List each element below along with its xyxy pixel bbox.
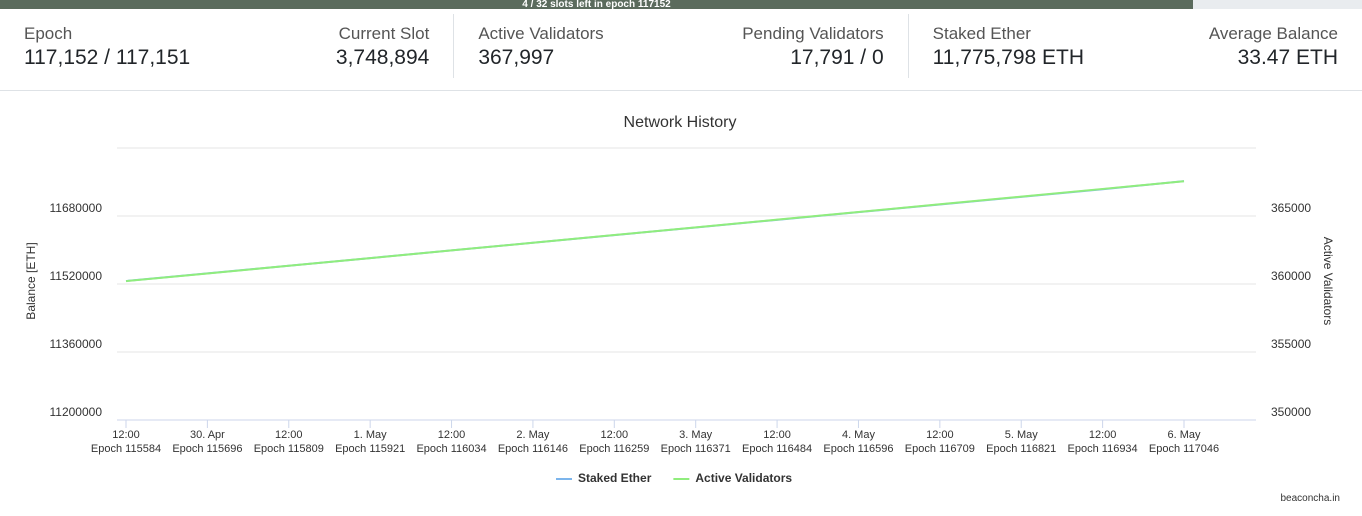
y2-tick-label: 360000 — [1271, 269, 1311, 283]
stat-value: 17,791 / 0 — [790, 46, 884, 69]
y2-axis-title: Active Validators — [1321, 237, 1335, 325]
x-tick-epoch: Epoch 115696 — [172, 443, 242, 455]
y-tick-label: 11360000 — [50, 337, 103, 351]
x-tick-epoch: Epoch 116371 — [661, 443, 731, 455]
x-tick-epoch: Epoch 116034 — [416, 443, 486, 455]
x-tick-label: 3. May — [679, 429, 713, 441]
stat-label: Pending Validators — [742, 24, 884, 43]
x-tick-label: 12:00 — [601, 429, 629, 441]
x-tick-label: 12:00 — [763, 429, 791, 441]
stat-value: 11,775,798 ETH — [932, 46, 1085, 69]
y2-tick-label: 365000 — [1271, 201, 1311, 215]
stat-value: 367,997 — [478, 46, 555, 69]
x-tick-label: 4. May — [842, 429, 876, 441]
progress-bar: 4 / 32 slots left in epoch 117152 — [0, 0, 1362, 9]
stat-group: Active Validators 367,997 Pending Validat… — [453, 14, 907, 78]
x-tick-label: 30. Apr — [190, 429, 225, 441]
y2-tick-label: 350000 — [1271, 405, 1311, 419]
x-tick-epoch: Epoch 115921 — [335, 443, 405, 455]
chart: Network History Balance [ETH] Active Val… — [24, 114, 1335, 485]
x-tick-epoch: Epoch 116821 — [986, 443, 1056, 455]
stat-label: Average Balance — [1208, 24, 1338, 43]
y2-tick-label: 355000 — [1271, 337, 1311, 351]
x-tick-label: 12:00 — [438, 429, 466, 441]
progress-text: 4 / 32 slots left in epoch 117152 — [0, 0, 1193, 9]
separator — [0, 90, 1362, 91]
stat-label: Current Slot — [338, 24, 430, 43]
x-tick-epoch: Epoch 116596 — [823, 443, 893, 455]
x-tick-label: 12:00 — [1089, 429, 1117, 441]
series-line — [125, 180, 1185, 283]
x-tick-epoch: Epoch 116709 — [905, 443, 975, 455]
x-tick-epoch: Epoch 116934 — [1068, 443, 1138, 455]
x-tick-epoch: Epoch 116146 — [498, 443, 568, 455]
stat-group: Epoch 117,152 / 117,151 Current Slot 3,748… — [0, 14, 453, 78]
y-tick-label: 11680000 — [50, 201, 103, 215]
x-tick-epoch: Epoch 116259 — [579, 443, 649, 455]
x-tick-epoch: Epoch 115584 — [91, 443, 161, 455]
legend-label: Staked Ether — [578, 471, 652, 485]
x-tick-label: 2. May — [516, 429, 550, 441]
x-tick-epoch: Epoch 116484 — [742, 443, 812, 455]
stat-label: Epoch — [24, 24, 73, 43]
stat-value: 117,152 / 117,151 — [24, 46, 191, 69]
stat-value: 33.47 ETH — [1237, 46, 1338, 69]
stats: Epoch 117,152 / 117,151 Current Slot 3,748… — [0, 14, 1362, 78]
stat-group: Staked Ether 11,775,798 ETH Average Balan… — [907, 14, 1362, 78]
x-tick-epoch: Epoch 117046 — [1149, 443, 1219, 455]
y-tick-label: 11520000 — [50, 269, 103, 283]
stat-value: 3,748,894 — [335, 46, 430, 69]
x-tick-label: 12:00 — [275, 429, 303, 441]
stat-label: Staked Ether — [932, 24, 1031, 43]
y-axis-title: Balance [ETH] — [24, 242, 38, 319]
chart-title: Network History — [624, 114, 737, 131]
stat-label: Active Validators — [478, 24, 604, 43]
x-tick-label: 1. May — [354, 429, 388, 441]
x-tick-label: 5. May — [1005, 429, 1039, 441]
legend-label: Active Validators — [695, 471, 792, 485]
x-tick-label: 6. May — [1167, 429, 1201, 441]
y-tick-label: 11200000 — [50, 405, 103, 419]
x-tick-epoch: Epoch 115809 — [254, 443, 324, 455]
footer: beaconcha.in — [1280, 493, 1341, 504]
x-tick-label: 12:00 — [926, 429, 954, 441]
x-tick-label: 12:00 — [112, 429, 140, 441]
